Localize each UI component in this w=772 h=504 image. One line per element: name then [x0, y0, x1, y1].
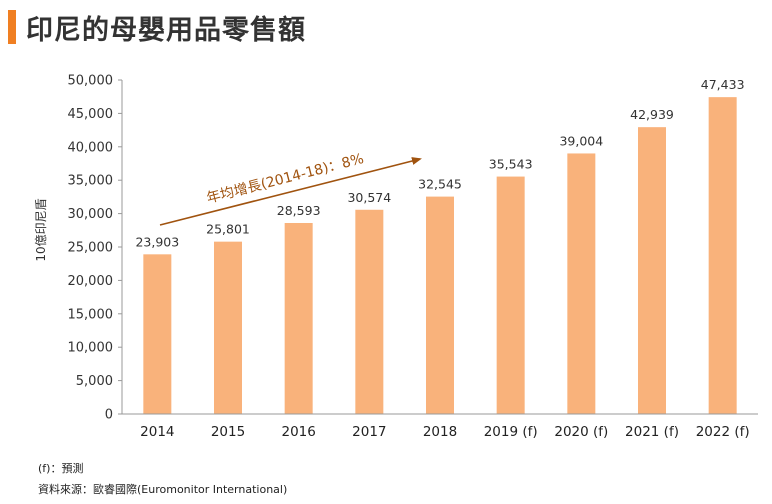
y-tick-label: 45,000	[68, 107, 114, 122]
x-tick-label: 2015	[211, 424, 245, 440]
x-tick-label: 2021 (f)	[625, 424, 679, 440]
bar-value-label: 42,939	[630, 107, 674, 122]
bar	[143, 254, 172, 414]
bar-value-label: 28,593	[277, 203, 321, 218]
bar-value-label: 23,903	[135, 234, 179, 249]
y-tick-label: 10,000	[68, 341, 114, 356]
x-tick-label: 2019 (f)	[484, 424, 538, 440]
x-tick-label: 2014	[140, 424, 174, 440]
bars: 23,903 25,801 28,593 30,574 32,545 35,543 39,0…	[135, 77, 745, 415]
bar	[355, 209, 384, 414]
source-note: 資料來源：歐睿國際(Euromonitor International)	[38, 483, 288, 496]
x-axis: 2014 2015 2016 2017 2018 2019 (f) 2020 (f) 2021…	[122, 413, 758, 440]
page-title: 印尼的母嬰用品零售額	[26, 15, 306, 46]
bar-value-label: 25,801	[206, 222, 250, 237]
bar	[214, 241, 242, 414]
y-tick-label: 0	[105, 408, 113, 423]
y-tick-label: 15,000	[68, 307, 114, 322]
title-accent-bar	[8, 10, 16, 44]
y-tick-label: 5,000	[76, 374, 113, 389]
growth-arrow	[159, 157, 422, 226]
x-tick-label: 2020 (f)	[554, 424, 608, 440]
y-tick-label: 20,000	[68, 274, 114, 289]
bar-value-label: 32,545	[418, 177, 462, 192]
bar	[708, 97, 737, 415]
bar	[496, 176, 525, 414]
x-tick-label: 2017	[352, 424, 386, 440]
bar-value-label: 47,433	[701, 77, 745, 92]
bar-value-label: 30,574	[347, 190, 391, 205]
y-tick-label: 35,000	[68, 174, 114, 189]
bar-value-label: 39,004	[559, 133, 603, 148]
bar-value-label: 35,543	[489, 157, 533, 172]
x-tick-label: 2018	[423, 424, 457, 440]
y-axis: 0 5,000 10,000 15,000 20,000 25,000 30,000 35,0…	[68, 74, 123, 423]
x-tick-label: 2022 (f)	[696, 424, 750, 440]
y-tick-label: 40,000	[68, 140, 114, 155]
y-tick-label: 25,000	[68, 241, 114, 256]
y-tick-label: 50,000	[68, 74, 114, 89]
forecast-note: (f)：預測	[38, 462, 84, 475]
bar	[284, 222, 313, 414]
x-tick-label: 2016	[281, 424, 315, 440]
y-tick-label: 30,000	[68, 207, 114, 222]
bar	[567, 153, 596, 414]
y-axis-label: 10億印尼盾	[34, 198, 48, 261]
bar	[426, 196, 454, 414]
bar	[638, 127, 666, 414]
